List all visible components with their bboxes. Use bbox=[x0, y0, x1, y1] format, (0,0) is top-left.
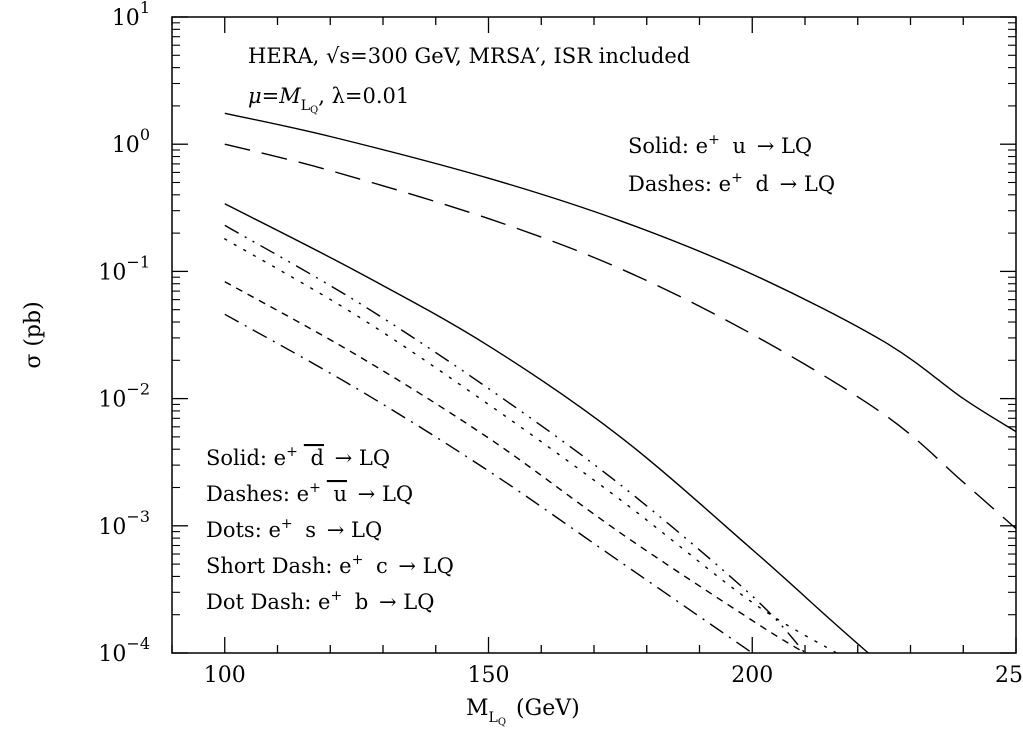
bottom-legend: Solid: e+ d → LQ Dashes: e+ u → LQ Dots: e… bbox=[206, 444, 454, 614]
y-tick-label: 10−3 bbox=[98, 507, 150, 540]
axis-ticks bbox=[171, 16, 1017, 654]
x-axis-title: MLQ(GeV) bbox=[466, 696, 580, 728]
series-line-ed bbox=[224, 143, 1017, 530]
x-tick-label: 100 bbox=[204, 663, 246, 688]
series-line-eb bbox=[224, 313, 753, 654]
y-tick-label: 100 bbox=[112, 125, 150, 158]
curves bbox=[224, 112, 1017, 654]
series-line-eu bbox=[224, 112, 1017, 433]
bottom-legend-item: Dashes: e+ u → LQ bbox=[206, 480, 413, 506]
y-tick-label: 10−4 bbox=[98, 634, 150, 667]
tick-labels: 100 150 200 250 10−4 10−3 10−2 10−1 100 101 bbox=[98, 0, 1023, 688]
x-tick-label: 200 bbox=[731, 663, 773, 688]
series-line-ec bbox=[224, 281, 806, 654]
bottom-legend-item: Dots: e+ s → LQ bbox=[206, 516, 382, 542]
bottom-legend-item: Dot Dash: e+ b → LQ bbox=[206, 588, 434, 614]
y-axis-title: σ (pb) bbox=[21, 301, 46, 368]
bottom-legend-item: Solid: e+ d → LQ bbox=[206, 444, 390, 470]
y-tick-label: 101 bbox=[112, 0, 150, 31]
header-line-2: μ=MLQ, λ=0.01 bbox=[248, 84, 409, 116]
x-tick-label: 150 bbox=[468, 663, 510, 688]
header-annotation: HERA, √s=300 GeV, MRSA′, ISR included μ=… bbox=[248, 44, 690, 116]
series-line-edbar bbox=[224, 203, 869, 654]
series-line-eubar bbox=[224, 224, 806, 654]
top-legend-item: Dashes: e+ d → LQ bbox=[628, 170, 835, 196]
series-line-es bbox=[224, 238, 838, 654]
y-tick-label: 10−2 bbox=[98, 380, 150, 413]
y-tick-label: 10−1 bbox=[98, 252, 150, 285]
x-tick-label: 250 bbox=[995, 663, 1023, 688]
header-line-1: HERA, √s=300 GeV, MRSA′, ISR included bbox=[248, 44, 690, 68]
top-legend-item: Solid: e+ u → LQ bbox=[628, 132, 812, 158]
top-legend: Solid: e+ u → LQ Dashes: e+ d → LQ bbox=[628, 132, 835, 196]
bottom-legend-item: Short Dash: e+ c → LQ bbox=[206, 552, 454, 578]
